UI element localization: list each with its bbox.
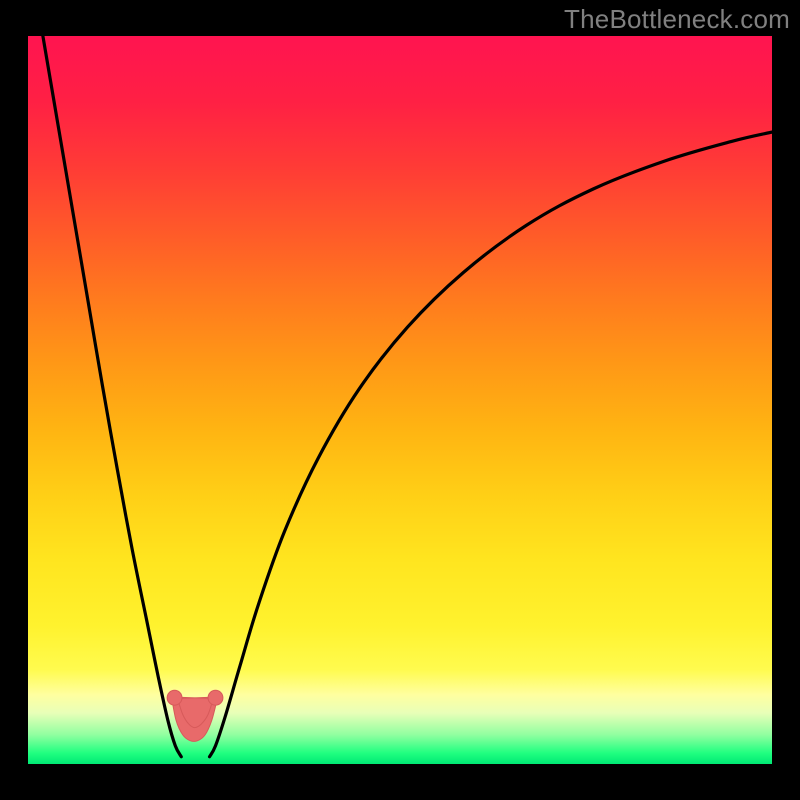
gradient-background	[28, 36, 772, 764]
plot-area	[28, 36, 772, 764]
plot-svg	[28, 36, 772, 764]
watermark-text: TheBottleneck.com	[564, 4, 790, 35]
